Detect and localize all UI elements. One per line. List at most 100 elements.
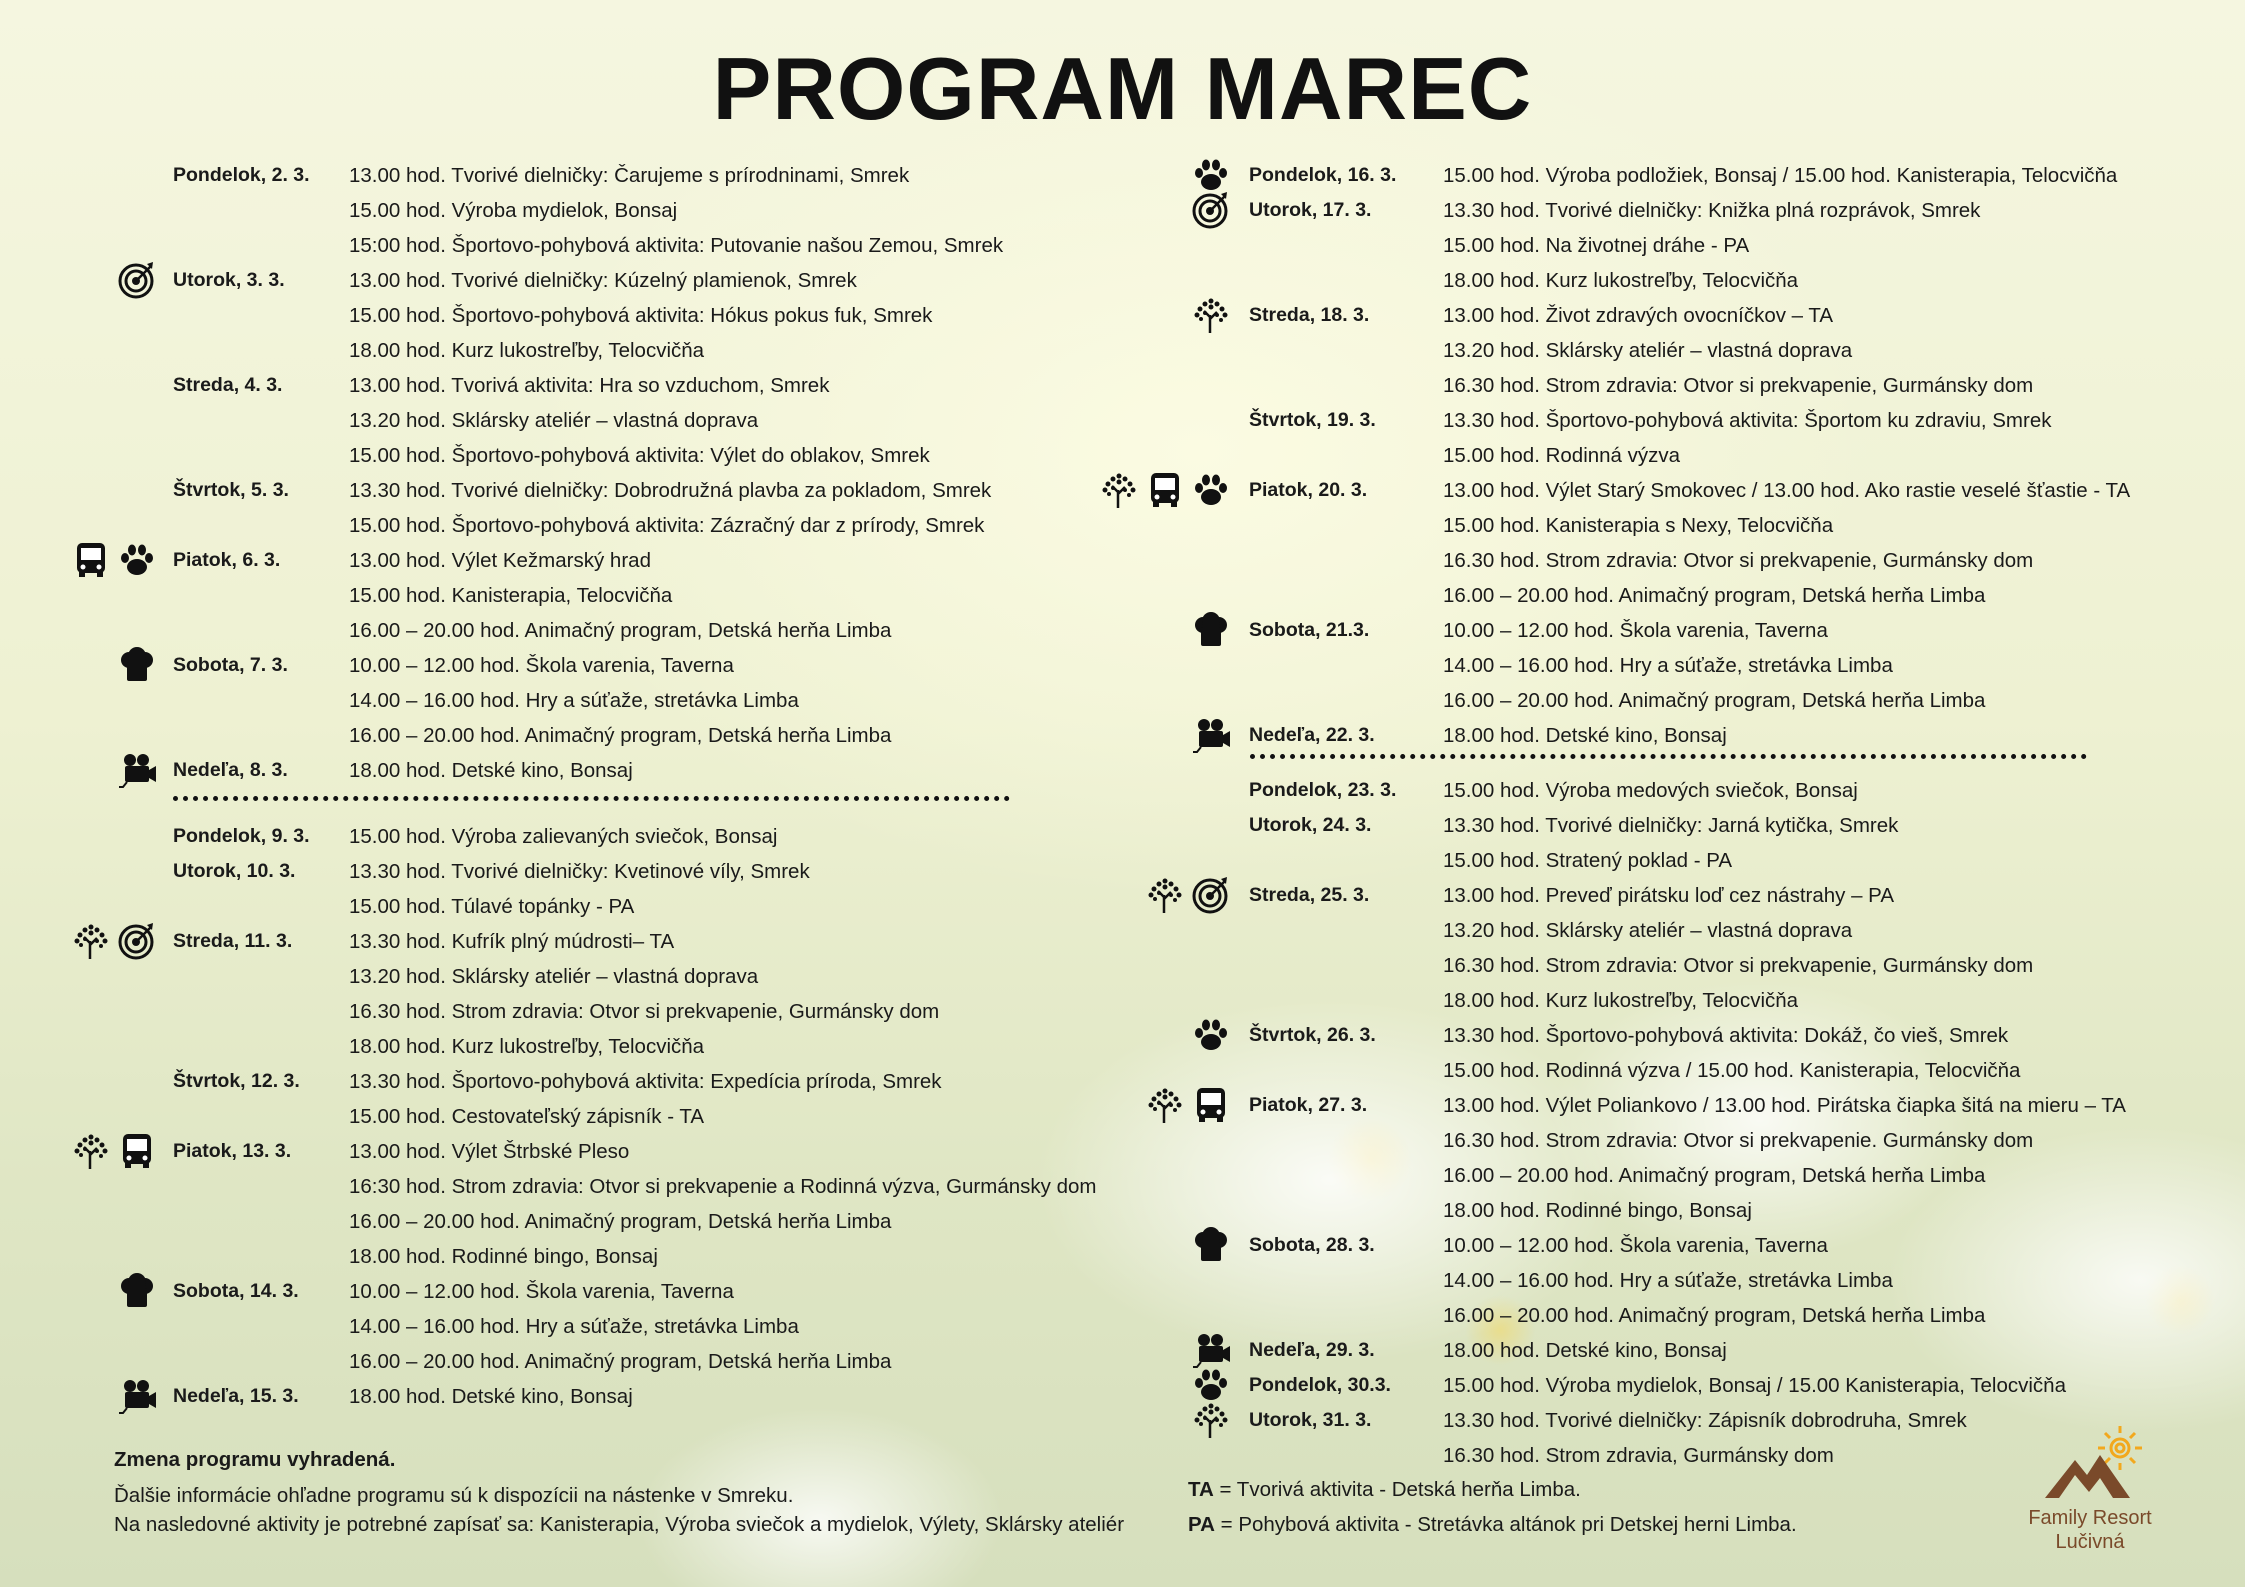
- activity-text: 16.30 hod. Strom zdravia: Otvor si prekv…: [1443, 954, 2034, 977]
- activity-text: 15.00 hod. Športovo-pohybová aktivita: H…: [349, 304, 933, 327]
- day-label: Štvrtok, 12. 3.: [173, 1070, 300, 1092]
- activity-text: 14.00 – 16.00 hod. Hry a súťaže, stretáv…: [349, 1315, 799, 1338]
- paw-icon: [1191, 1365, 1231, 1405]
- activity-text: 13.00 hod. Tvorivá aktivita: Hra so vzdu…: [349, 374, 830, 397]
- legend-text: = Tvorivá aktivita - Detská herňa Limba.: [1213, 1478, 1581, 1501]
- day-label: Štvrtok, 19. 3.: [1249, 409, 1376, 431]
- legend-pa: PA = Pohybová aktivita - Stretávka altán…: [1188, 1513, 1797, 1537]
- activity-text: 18.00 hod. Detské kino, Bonsaj: [1443, 724, 1727, 747]
- activity-icons: [1191, 610, 1231, 650]
- activity-icons: [117, 1271, 157, 1311]
- activity-icons: [1145, 1085, 1231, 1125]
- tree-icon: [1145, 875, 1185, 915]
- activity-text: 13.30 hod. Športovo-pohybová aktivita: E…: [349, 1070, 942, 1093]
- activity-icons: [1191, 155, 1231, 195]
- family-resort-logo: Family Resort Lučivná: [2020, 1420, 2160, 1554]
- activity-text: 15.00 hod. Športovo-pohybová aktivita: V…: [349, 444, 930, 467]
- logo-line-2: Lučivná: [2055, 1531, 2125, 1553]
- activity-text: 14.00 – 16.00 hod. Hry a súťaže, stretáv…: [1443, 1269, 1893, 1292]
- day-label: Streda, 11. 3.: [173, 930, 293, 952]
- day-label: Nedeľa, 15. 3.: [173, 1385, 299, 1407]
- day-label: Pondelok, 30.3.: [1249, 1374, 1391, 1396]
- activity-icons: [1191, 1400, 1231, 1440]
- activity-text: 16.00 – 20.00 hod. Animačný program, Det…: [349, 1210, 892, 1233]
- movie-camera-icon: [1191, 1330, 1231, 1370]
- activity-text: 15.00 hod. Stratený poklad - PA: [1443, 849, 1733, 872]
- activity-icons: [117, 260, 157, 300]
- day-label: Piatok, 13. 3.: [173, 1140, 292, 1162]
- day-label: Piatok, 6. 3.: [173, 549, 281, 571]
- activity-text: 16.00 – 20.00 hod. Animačný program, Det…: [1443, 1164, 1986, 1187]
- day-label: Nedeľa, 8. 3.: [173, 759, 288, 781]
- activity-icons: [117, 1376, 157, 1416]
- activity-text: 16.30 hod. Strom zdravia: Otvor si prekv…: [1443, 549, 2034, 572]
- target-icon: [117, 260, 157, 300]
- movie-camera-icon: [1191, 715, 1231, 755]
- chef-hat-icon: [117, 1271, 157, 1311]
- day-label: Pondelok, 9. 3.: [173, 825, 310, 847]
- activity-text: 16.00 – 20.00 hod. Animačný program, Det…: [349, 619, 892, 642]
- legend-key: TA: [1188, 1478, 1214, 1501]
- activity-icons: [1191, 190, 1231, 230]
- activity-text: 16.00 – 20.00 hod. Animačný program, Det…: [349, 1350, 892, 1373]
- activity-text: 13.00 hod. Výlet Starý Smokovec / 13.00 …: [1443, 479, 2131, 502]
- activity-text: 13.00 hod. Výlet Štrbské Pleso: [349, 1140, 630, 1163]
- activity-text: 10.00 – 12.00 hod. Škola varenia, Tavern…: [349, 654, 734, 677]
- activity-icons: [1191, 295, 1231, 335]
- day-label: Utorok, 31. 3.: [1249, 1409, 1372, 1431]
- activity-text: 18.00 hod. Rodinné bingo, Bonsaj: [349, 1245, 658, 1268]
- activity-text: 16.00 – 20.00 hod. Animačný program, Det…: [1443, 689, 1986, 712]
- week-divider: [173, 796, 1010, 801]
- activity-text: 15.00 hod. Výroba podložiek, Bonsaj / 15…: [1443, 164, 2118, 187]
- day-label: Piatok, 27. 3.: [1249, 1094, 1368, 1116]
- day-label: Sobota, 7. 3.: [173, 654, 288, 676]
- bus-icon: [1145, 470, 1185, 510]
- activity-text: 16.30 hod. Strom zdravia: Otvor si prekv…: [1443, 1129, 2034, 1152]
- logo-line-1: Family Resort: [2028, 1507, 2152, 1529]
- sun-mountain-icon: [2045, 1426, 2142, 1498]
- activity-icons: [1191, 1330, 1231, 1370]
- day-label: Streda, 18. 3.: [1249, 304, 1370, 326]
- legend-key: PA: [1188, 1513, 1215, 1536]
- activity-text: 13.20 hod. Sklársky ateliér – vlastná do…: [349, 409, 759, 432]
- paw-icon: [117, 540, 157, 580]
- activity-text: 15.00 hod. Športovo-pohybová aktivita: Z…: [349, 514, 985, 537]
- activity-text: 18.00 hod. Detské kino, Bonsaj: [1443, 1339, 1727, 1362]
- activity-text: 16.00 – 20.00 hod. Animačný program, Det…: [349, 724, 892, 747]
- tree-icon: [1145, 1085, 1185, 1125]
- tree-icon: [71, 921, 111, 961]
- activity-text: 18.00 hod. Kurz lukostreľby, Telocvičňa: [1443, 269, 1799, 292]
- movie-camera-icon: [117, 1376, 157, 1416]
- activity-text: 13.30 hod. Športovo-pohybová aktivita: D…: [1443, 1024, 2009, 1047]
- activity-icons: [1145, 875, 1231, 915]
- day-label: Štvrtok, 5. 3.: [173, 479, 289, 501]
- day-label: Streda, 25. 3.: [1249, 884, 1370, 906]
- activity-icons: [1191, 1225, 1231, 1265]
- activity-text: 15.00 hod. Cestovateľský zápisník - TA: [349, 1105, 705, 1128]
- activity-text: 16.30 hod. Strom zdravia: Otvor si prekv…: [349, 1000, 940, 1023]
- activity-icons: [1191, 1365, 1231, 1405]
- activity-icons: [71, 540, 157, 580]
- activity-text: 16.00 – 20.00 hod. Animačný program, Det…: [1443, 584, 1986, 607]
- activity-text: 15.00 hod. Rodinná výzva: [1443, 444, 1681, 467]
- target-icon: [117, 921, 157, 961]
- activity-text: 15.00 hod. Výroba mydielok, Bonsaj: [349, 199, 678, 222]
- activity-text: 16:30 hod. Strom zdravia: Otvor si prekv…: [349, 1175, 1097, 1198]
- activity-text: 18.00 hod. Detské kino, Bonsaj: [349, 1385, 633, 1408]
- activity-icons: [1191, 715, 1231, 755]
- activity-text: 18.00 hod. Rodinné bingo, Bonsaj: [1443, 1199, 1752, 1222]
- activity-text: 18.00 hod. Detské kino, Bonsaj: [349, 759, 633, 782]
- activity-text: 13.20 hod. Sklársky ateliér – vlastná do…: [349, 965, 759, 988]
- activity-text: 13.20 hod. Sklársky ateliér – vlastná do…: [1443, 919, 1853, 942]
- paw-icon: [1191, 470, 1231, 510]
- activity-icons: [1191, 1015, 1231, 1055]
- day-label: Utorok, 17. 3.: [1249, 199, 1372, 221]
- activity-text: 13.00 hod. Výlet Kežmarský hrad: [349, 549, 651, 572]
- activity-icons: [117, 645, 157, 685]
- chef-hat-icon: [117, 645, 157, 685]
- paw-icon: [1191, 1015, 1231, 1055]
- activity-text: 13.30 hod. Tvorivé dielničky: Knižka pln…: [1443, 199, 1981, 222]
- program-change-notice: Zmena programu vyhradená.: [114, 1448, 396, 1471]
- activity-text: 10.00 – 12.00 hod. Škola varenia, Tavern…: [1443, 1234, 1828, 1257]
- activity-text: 15.00 hod. Kanisterapia s Nexy, Telocvič…: [1443, 514, 1834, 537]
